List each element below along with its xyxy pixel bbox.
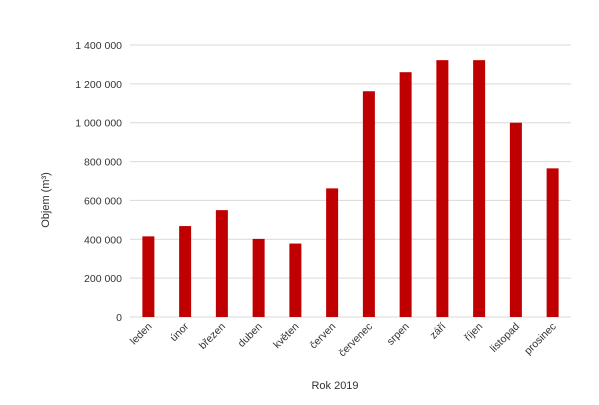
y-tick-label: 600 000 <box>84 195 122 207</box>
y-axis-title: Objem (m³) <box>40 172 52 228</box>
bar-leden <box>142 236 155 317</box>
x-tick-label: listopad <box>488 321 522 355</box>
y-tick-label: 1 000 000 <box>75 118 122 130</box>
x-tick-label: září <box>428 321 449 342</box>
bar-říjen <box>473 60 486 317</box>
x-tick-labels: leden únor březen duben květen červenčervenec… <box>128 320 559 359</box>
x-tick-label: červenec <box>336 321 375 360</box>
y-tick-label: 800 000 <box>84 157 122 169</box>
x-tick-label: prosinec <box>522 321 559 358</box>
bar-květen <box>289 243 302 317</box>
y-tick-label: 200 000 <box>84 273 122 285</box>
bar-listopad <box>509 122 522 317</box>
bar-prosinec <box>546 168 559 317</box>
x-tick-label: srpen <box>385 321 412 348</box>
x-tick-label: duben <box>236 321 265 350</box>
bar-červenec <box>362 91 375 318</box>
x-tick-label: leden <box>128 321 155 348</box>
x-tick-label: říjen <box>462 321 485 344</box>
x-tick-label: květen <box>271 321 301 351</box>
y-tick-label: 0 <box>116 312 122 324</box>
x-tick-label: červen <box>307 321 338 352</box>
y-tick-label: 1 400 000 <box>75 40 122 52</box>
y-tick-label: 400 000 <box>84 234 122 246</box>
bar-září <box>436 60 449 317</box>
y-tick-labels: 0 200 000 400 000 600 000 800 000 1 000 000 1 … <box>75 40 122 324</box>
gridlines <box>130 44 571 318</box>
x-tick-label: únor <box>168 320 192 344</box>
bar-březen <box>215 210 228 317</box>
bars <box>142 60 559 318</box>
x-tick-label: březen <box>197 321 228 352</box>
bar-únor <box>179 226 192 317</box>
bar-srpen <box>399 72 412 317</box>
bar-duben <box>252 238 265 317</box>
x-axis-title: Rok 2019 <box>311 380 358 392</box>
bar-červen <box>326 188 339 317</box>
y-tick-label: 1 200 000 <box>75 79 122 91</box>
